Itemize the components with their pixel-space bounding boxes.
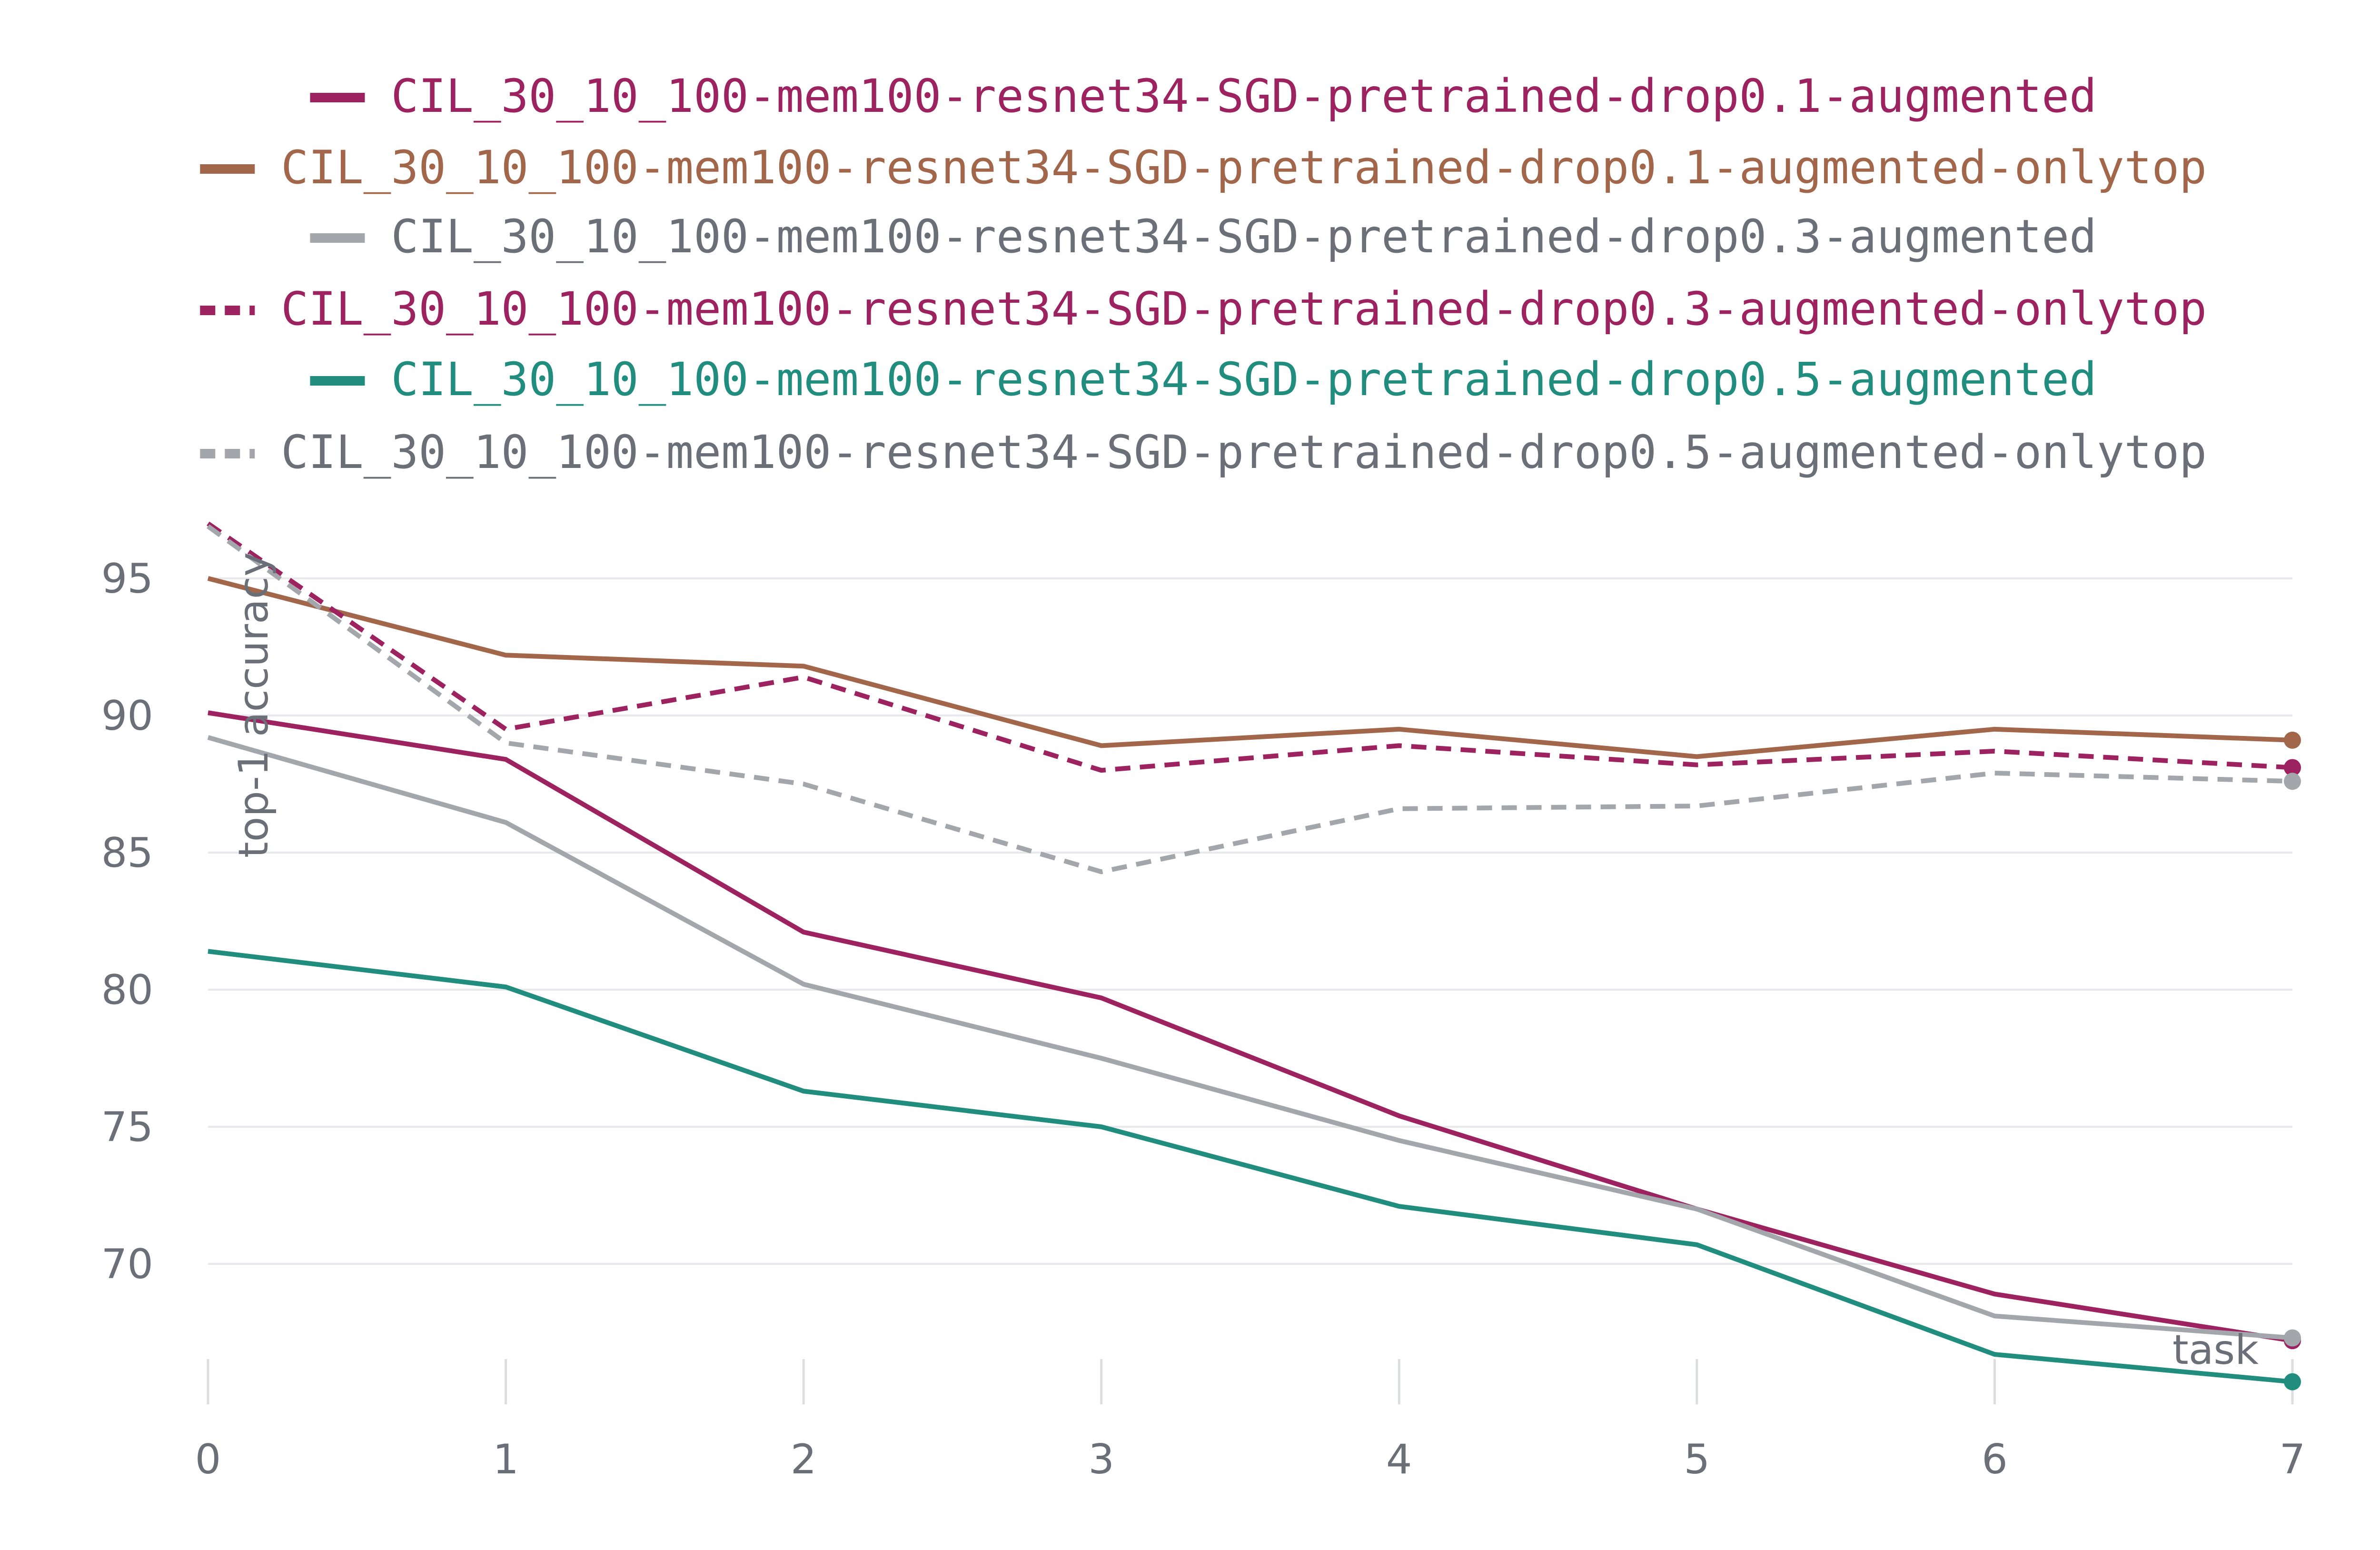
legend-label-3: CIL_30_10_100-mem100-resnet34-SGD-pretra… [391, 210, 2096, 263]
series-end-marker-4 [2284, 759, 2301, 776]
x-tick-label: 2 [791, 1436, 817, 1483]
series-line-1 [208, 710, 2293, 1343]
y-tick-label: 85 [101, 829, 153, 877]
x-tick-label: 7 [2280, 1436, 2306, 1483]
series-end-marker-3 [2284, 1329, 2301, 1347]
x-tick-label: 1 [493, 1436, 519, 1483]
grid-lines [208, 577, 2292, 1265]
series-end-marker-6 [2284, 773, 2301, 790]
x-tick-label: 6 [1982, 1436, 2008, 1483]
legend-label-2: CIL_30_10_100-mem100-resnet34-SGD-pretra… [281, 141, 2207, 194]
series-end-marker-2 [2284, 731, 2301, 749]
series-line-3 [207, 735, 2293, 1341]
y-tick-label: 95 [101, 555, 153, 603]
legend-label-5: CIL_30_10_100-mem100-resnet34-SGD-pretra… [391, 353, 2096, 406]
x-tick-label: 0 [195, 1436, 221, 1483]
legend-label-6: CIL_30_10_100-mem100-resnet34-SGD-pretra… [281, 426, 2207, 479]
series-lines [207, 521, 2293, 1384]
legend: CIL_30_10_100-mem100-resnet34-SGD-pretra… [200, 70, 2207, 479]
y-tick-label: 90 [101, 692, 153, 740]
y-tick-label: 80 [101, 966, 153, 1014]
x-tick-label: 3 [1088, 1436, 1114, 1483]
series-end-marker-5 [2284, 1373, 2301, 1391]
legend-label-1: CIL_30_10_100-mem100-resnet34-SGD-pretra… [391, 70, 2096, 123]
x-axis: 0 1 2 3 4 5 6 7 [195, 1359, 2306, 1483]
x-axis-title: task [2172, 1326, 2259, 1374]
legend-label-4: CIL_30_10_100-mem100-resnet34-SGD-pretra… [281, 282, 2207, 336]
y-tick-label: 75 [101, 1103, 153, 1151]
x-tick-label: 4 [1386, 1436, 1412, 1483]
x-tick-label: 5 [1684, 1436, 1710, 1483]
y-axis-title: top-1 accuracy [230, 552, 278, 858]
series-line-2 [207, 576, 2293, 759]
y-tick-label: 70 [101, 1241, 153, 1288]
series-line-4 [207, 521, 2293, 773]
end-markers [2284, 731, 2301, 1391]
series-line-5 [208, 949, 2293, 1384]
y-axis: 70 75 80 85 90 95 [101, 555, 153, 1288]
